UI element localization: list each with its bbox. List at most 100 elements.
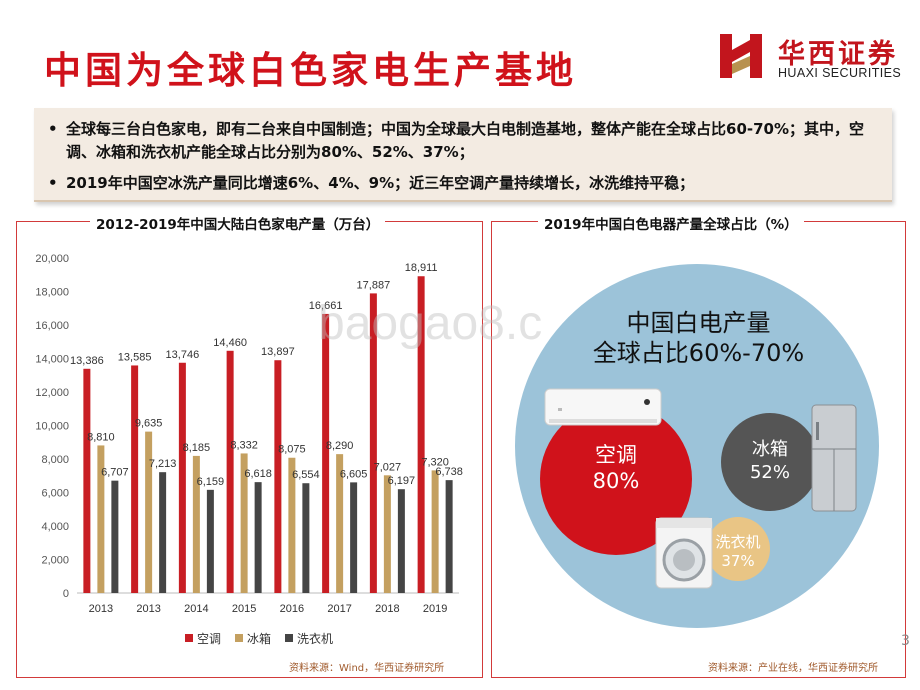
share-panel: 中国白电产量 全球占比60%-70% 空调 80% 冰箱 52% 洗衣机 37%… xyxy=(491,221,906,678)
bar-洗衣机 xyxy=(397,489,405,593)
washer-label: 洗衣机 37% xyxy=(706,533,770,571)
data-label: 13,386 xyxy=(70,355,104,367)
bar-洗衣机 xyxy=(350,482,358,593)
y-tick-label: 0 xyxy=(63,588,69,600)
bar-洗衣机 xyxy=(159,472,167,593)
logo-chinese-name: 华西证券 xyxy=(778,39,898,70)
page-title: 中国为全球白色家电生产基地 xyxy=(44,49,577,92)
data-label: 6,605 xyxy=(340,468,368,480)
bar-冰箱 xyxy=(192,455,200,593)
washing-machine-icon xyxy=(655,517,713,589)
y-tick-label: 12,000 xyxy=(35,387,69,399)
data-label: 13,746 xyxy=(166,349,200,361)
y-tick-label: 8,000 xyxy=(41,454,69,466)
bar-空调 xyxy=(131,365,139,593)
x-tick-label: 2016 xyxy=(280,603,304,615)
page-number: 3 xyxy=(901,633,910,649)
x-tick-label: 2014 xyxy=(184,603,208,615)
y-tick-label: 20,000 xyxy=(35,253,69,265)
x-tick-label: 2013 xyxy=(136,603,160,615)
bullet-dot-icon: • xyxy=(48,120,58,138)
data-label: 8,290 xyxy=(326,440,354,452)
washer-percent: 37% xyxy=(721,552,755,570)
data-label: 17,887 xyxy=(357,279,391,291)
y-tick-label: 10,000 xyxy=(35,421,69,433)
left-chart-title: 2012-2019年中国大陆白色家电产量（万台） xyxy=(90,213,386,233)
legend-label: 空调 xyxy=(197,632,221,646)
bar-chart-panel: 0 2,000 4,000 6,000 8,000 10,000 12,000 14,000 1… xyxy=(16,221,483,678)
bar-洗衣机 xyxy=(206,489,214,593)
y-tick-label: 6,000 xyxy=(41,488,69,500)
bar-洗衣机 xyxy=(111,480,119,593)
bar-空调 xyxy=(226,350,234,593)
bar-冰箱 xyxy=(240,453,248,593)
x-tick-label: 2019 xyxy=(423,603,447,615)
bar-冰箱 xyxy=(288,457,296,593)
legend-swatch xyxy=(185,634,193,642)
bullet-text: 2019年中国空冰洗产量同比增速6%、4%、9%；近三年空调产量持续增长，冰洗维… xyxy=(66,174,695,192)
data-label: 6,554 xyxy=(292,469,320,481)
legend-swatch xyxy=(235,634,243,642)
x-tick-label: 2018 xyxy=(375,603,399,615)
data-label: 6,618 xyxy=(244,468,272,480)
bar-空调 xyxy=(417,276,425,593)
china-share-title: 中国白电产量 xyxy=(626,309,771,337)
data-label: 7,213 xyxy=(149,458,177,470)
fridge-label: 冰箱 52% xyxy=(730,438,810,484)
data-label: 8,075 xyxy=(278,444,306,456)
data-label: 13,585 xyxy=(118,351,152,363)
bar-洗衣机 xyxy=(254,482,262,593)
left-source-note: 资料来源：Wind，华西证券研究所 xyxy=(289,663,445,674)
x-tick-label: 2017 xyxy=(327,603,351,615)
bar-空调 xyxy=(369,293,377,593)
data-label: 6,707 xyxy=(101,467,129,479)
x-tick-label: 2015 xyxy=(232,603,256,615)
summary-box: • 全球每三台白色家电，即有二台来自中国制造；中国为全球最大白电制造基地，整体产… xyxy=(34,108,892,202)
right-source-note: 资料来源：产业在线，华西证券研究所 xyxy=(708,663,878,674)
data-label: 18,911 xyxy=(405,262,438,274)
ac-label: 空调 80% xyxy=(566,442,666,494)
company-logo: 华西证券 HUAXI SECURITIES xyxy=(716,30,906,86)
share-diagram xyxy=(515,264,879,628)
data-label: 8,332 xyxy=(230,439,258,451)
data-label: 16,661 xyxy=(309,300,343,312)
bar-空调 xyxy=(274,360,282,593)
bar-冰箱 xyxy=(97,445,105,593)
data-label: 7,027 xyxy=(374,461,402,473)
bar-冰箱 xyxy=(383,475,391,593)
data-label: 6,159 xyxy=(197,476,225,488)
washer-share-circle xyxy=(706,517,770,581)
data-label: 6,197 xyxy=(388,475,416,487)
legend-label: 洗衣机 xyxy=(297,631,333,646)
china-share-label: 中国白电产量 全球占比60%-70% xyxy=(492,308,905,368)
y-tick-label: 4,000 xyxy=(41,521,69,533)
bar-空调 xyxy=(322,313,330,593)
bar-冰箱 xyxy=(336,454,344,593)
watermark: baogao8.c xyxy=(318,297,543,350)
bar-chart: 02,0004,0006,0008,00010,00012,00014,0001… xyxy=(35,253,463,646)
bar-空调 xyxy=(178,362,186,593)
bar-洗衣机 xyxy=(302,483,310,593)
data-label: 6,738 xyxy=(435,466,463,478)
y-tick-label: 2,000 xyxy=(41,555,69,567)
y-tick-label: 18,000 xyxy=(35,287,69,299)
legend-swatch xyxy=(285,634,293,642)
huaxi-logo-icon xyxy=(720,34,762,78)
fridge-icon xyxy=(811,404,857,512)
data-label: 8,810 xyxy=(87,431,115,443)
bullet-text: 全球每三台白色家电，即有二台来自中国制造；中国为全球最大白电制造基地，整体产能在… xyxy=(66,120,865,161)
logo-english-name: HUAXI SECURITIES xyxy=(778,66,902,80)
x-tick-label: 2013 xyxy=(89,603,113,615)
fridge-name: 冰箱 xyxy=(752,439,788,460)
data-label: 14,460 xyxy=(213,337,247,349)
y-tick-label: 14,000 xyxy=(35,354,69,366)
bullet-dot-icon: • xyxy=(48,174,58,192)
bar-空调 xyxy=(83,368,91,593)
air-conditioner-icon xyxy=(544,388,662,426)
bar-冰箱 xyxy=(431,470,439,593)
data-label: 13,897 xyxy=(261,346,295,358)
data-label: 8,185 xyxy=(183,442,211,454)
y-tick-label: 16,000 xyxy=(35,320,69,332)
washer-name: 洗衣机 xyxy=(715,533,761,551)
fridge-share-circle xyxy=(721,413,819,511)
